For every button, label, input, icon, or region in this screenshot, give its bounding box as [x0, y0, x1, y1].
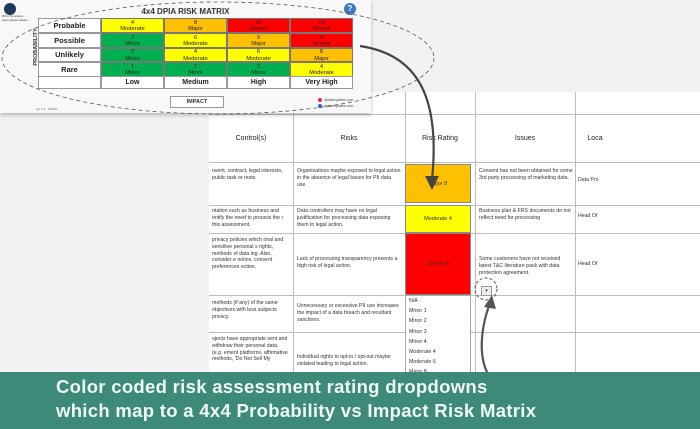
matrix-cell-level: Moderate	[120, 26, 145, 32]
header-top-border	[209, 114, 700, 115]
row-3-rating-select[interactable]: Severe 4	[405, 233, 471, 295]
matrix-corner-cell	[38, 76, 101, 89]
caption-line-1: Color coded risk assessment rating dropd…	[56, 376, 488, 397]
caption-line-2: which map to a 4x4 Probability vs Impact…	[56, 400, 537, 421]
row-3-issue: Some customers have not received latest …	[479, 256, 561, 276]
row-3-risk: Lack of processing transparency presents…	[297, 256, 398, 269]
dropdown-option[interactable]: Minor 4	[409, 338, 427, 345]
matrix-cell-level: Severe	[312, 26, 331, 32]
row-1-issue: Consent has not been obtained for some 3…	[479, 168, 573, 181]
row-2-risk: Data controllers may have no legal justi…	[297, 208, 391, 228]
column-divider	[575, 92, 576, 380]
matrix-cell-level: Severe	[249, 26, 268, 32]
matrix-row-label: Rare	[38, 62, 101, 77]
row-1-control: nsent, contract, legal interests, public…	[212, 168, 283, 181]
matrix-cell: 4 Moderate	[164, 47, 227, 62]
matrix-row-label: Unlikely	[38, 47, 101, 62]
row-3-control: privacy policies which onal and sensitiv…	[212, 237, 284, 271]
version-text: ver 1.1 · ©2024	[36, 107, 57, 111]
matrix-title: 4x4 DPIA RISK MATRIX	[141, 7, 230, 16]
dropdown-option[interactable]: Moderate 6	[409, 359, 436, 366]
matrix-cell: 4 Severe	[290, 33, 353, 48]
legend-label: dpiatemplates.com	[324, 104, 354, 108]
row-2-control: ntation such as business and entify the …	[212, 208, 284, 228]
rating-dropdown-list: N/A Minor 1 Minor 2 Minor 3 Minor 4 Mode…	[405, 295, 471, 380]
row-1-risk: Organizations maybe exposed to legal act…	[297, 168, 401, 188]
row-3-location: Head Of	[578, 261, 598, 267]
matrix-cell: 9 Major	[227, 33, 290, 48]
header-risks: Risks	[340, 134, 358, 142]
header-risk-rating: Risk Rating	[422, 134, 458, 142]
matrix-cell-level: Major	[188, 26, 203, 32]
matrix-cell: 16 Severe	[290, 18, 353, 33]
matrix-cell: 2 Minor	[101, 47, 164, 62]
matrix-cell: 1 Minor	[101, 62, 164, 77]
matrix-cell: 6 Moderate	[164, 33, 227, 48]
risk-matrix-panel: DPIA Templates www.dpiatemplates 4x4 DPI…	[0, 0, 371, 113]
header-issues: Issues	[514, 134, 536, 142]
matrix-col-label: Medium	[164, 76, 227, 89]
matrix-col-label: High	[227, 76, 290, 89]
matrix-col-label: Very High	[290, 76, 353, 89]
brand-text: DPIA Templates www.dpiatemplates	[2, 14, 28, 22]
dropdown-option[interactable]: N/A	[409, 298, 418, 304]
risk-register-sheet: Control(s) Risks Risk Rating Issues Loca…	[209, 92, 700, 380]
header-controls: Control(s)	[235, 134, 267, 142]
matrix-cell: 6 Moderate	[227, 47, 290, 62]
legend-label: dpiatemplates.com	[324, 98, 354, 102]
row-2-issue: Business plan & FRS documents do not ref…	[479, 208, 571, 221]
row-4-risk: Unnecessary or excessive PII use increas…	[297, 303, 399, 323]
row-4-control: methods (if any) of the same objectives …	[212, 300, 278, 320]
rating-dropdown-button[interactable]: ▾	[481, 286, 492, 296]
matrix-row-label: Probable	[38, 18, 101, 33]
row-2-rating-select[interactable]: Moderate 4	[405, 205, 471, 233]
header-bottom-border	[209, 162, 700, 163]
dropdown-option[interactable]: Minor 2	[409, 318, 427, 325]
help-icon[interactable]: ?	[344, 3, 356, 15]
matrix-cell: 8 Major	[290, 47, 353, 62]
row-5-control: ojects have appropriate sent and withdra…	[212, 336, 288, 363]
dropdown-option[interactable]: Moderate 4	[409, 349, 436, 356]
column-divider	[293, 92, 294, 380]
row-2-location: Head Of	[578, 213, 598, 219]
dropdown-option[interactable]: Minor 3	[409, 328, 427, 335]
caption-banner: Color coded risk assessment rating dropd…	[0, 372, 700, 429]
matrix-cell: 8 Major	[164, 18, 227, 33]
dropdown-option[interactable]: Minor 1	[409, 308, 427, 315]
matrix-legend: dpiatemplates.com dpiatemplates.com	[318, 97, 353, 109]
row-5-risk: Individual rights to opt-in / opt-out ma…	[297, 354, 391, 367]
legend-dot-icon	[318, 98, 322, 103]
matrix-cell: 4 Moderate	[101, 18, 164, 33]
matrix-cell: 12 Severe	[227, 18, 290, 33]
legend-item: dpiatemplates.com	[318, 103, 353, 109]
row-1-rating-select[interactable]: Major 8	[405, 164, 471, 203]
matrix-cell: 4 Moderate	[290, 62, 353, 77]
column-divider	[475, 92, 476, 380]
row-1-location: Data Pro	[578, 177, 599, 183]
header-location: Loca	[587, 134, 603, 142]
legend-dot-icon	[318, 104, 322, 109]
matrix-row-label: Possible	[38, 33, 101, 48]
matrix-cell: 3 Minor	[101, 33, 164, 48]
matrix-cell: 3 Minor	[227, 62, 290, 77]
matrix-col-label: Low	[101, 76, 164, 89]
impact-axis-label: IMPACT	[170, 96, 224, 108]
matrix-cell: 2 Minor	[164, 62, 227, 77]
